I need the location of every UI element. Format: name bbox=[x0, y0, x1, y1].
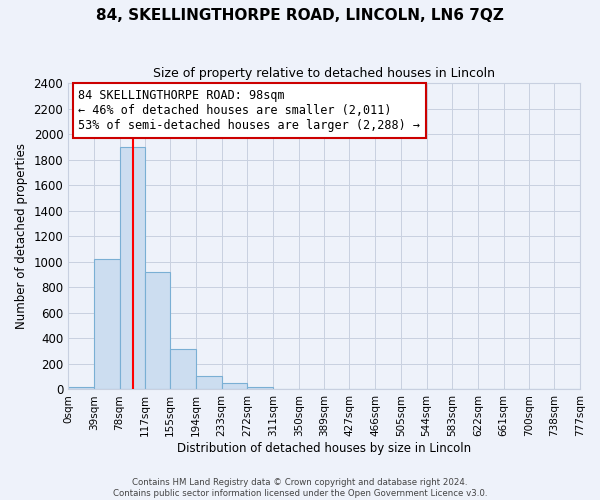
Bar bbox=[68, 387, 94, 390]
Y-axis label: Number of detached properties: Number of detached properties bbox=[15, 144, 28, 330]
Bar bbox=[273, 389, 299, 390]
Bar bbox=[221, 383, 247, 390]
Bar bbox=[145, 272, 170, 390]
Text: Contains HM Land Registry data © Crown copyright and database right 2024.
Contai: Contains HM Land Registry data © Crown c… bbox=[113, 478, 487, 498]
Bar bbox=[170, 348, 196, 390]
Text: 84, SKELLINGTHORPE ROAD, LINCOLN, LN6 7QZ: 84, SKELLINGTHORPE ROAD, LINCOLN, LN6 7Q… bbox=[96, 8, 504, 22]
Bar bbox=[94, 259, 119, 390]
X-axis label: Distribution of detached houses by size in Lincoln: Distribution of detached houses by size … bbox=[177, 442, 471, 455]
Bar bbox=[247, 387, 273, 390]
Text: 84 SKELLINGTHORPE ROAD: 98sqm
← 46% of detached houses are smaller (2,011)
53% o: 84 SKELLINGTHORPE ROAD: 98sqm ← 46% of d… bbox=[79, 89, 421, 132]
Title: Size of property relative to detached houses in Lincoln: Size of property relative to detached ho… bbox=[153, 68, 495, 80]
Bar bbox=[119, 147, 145, 390]
Bar bbox=[196, 376, 221, 390]
